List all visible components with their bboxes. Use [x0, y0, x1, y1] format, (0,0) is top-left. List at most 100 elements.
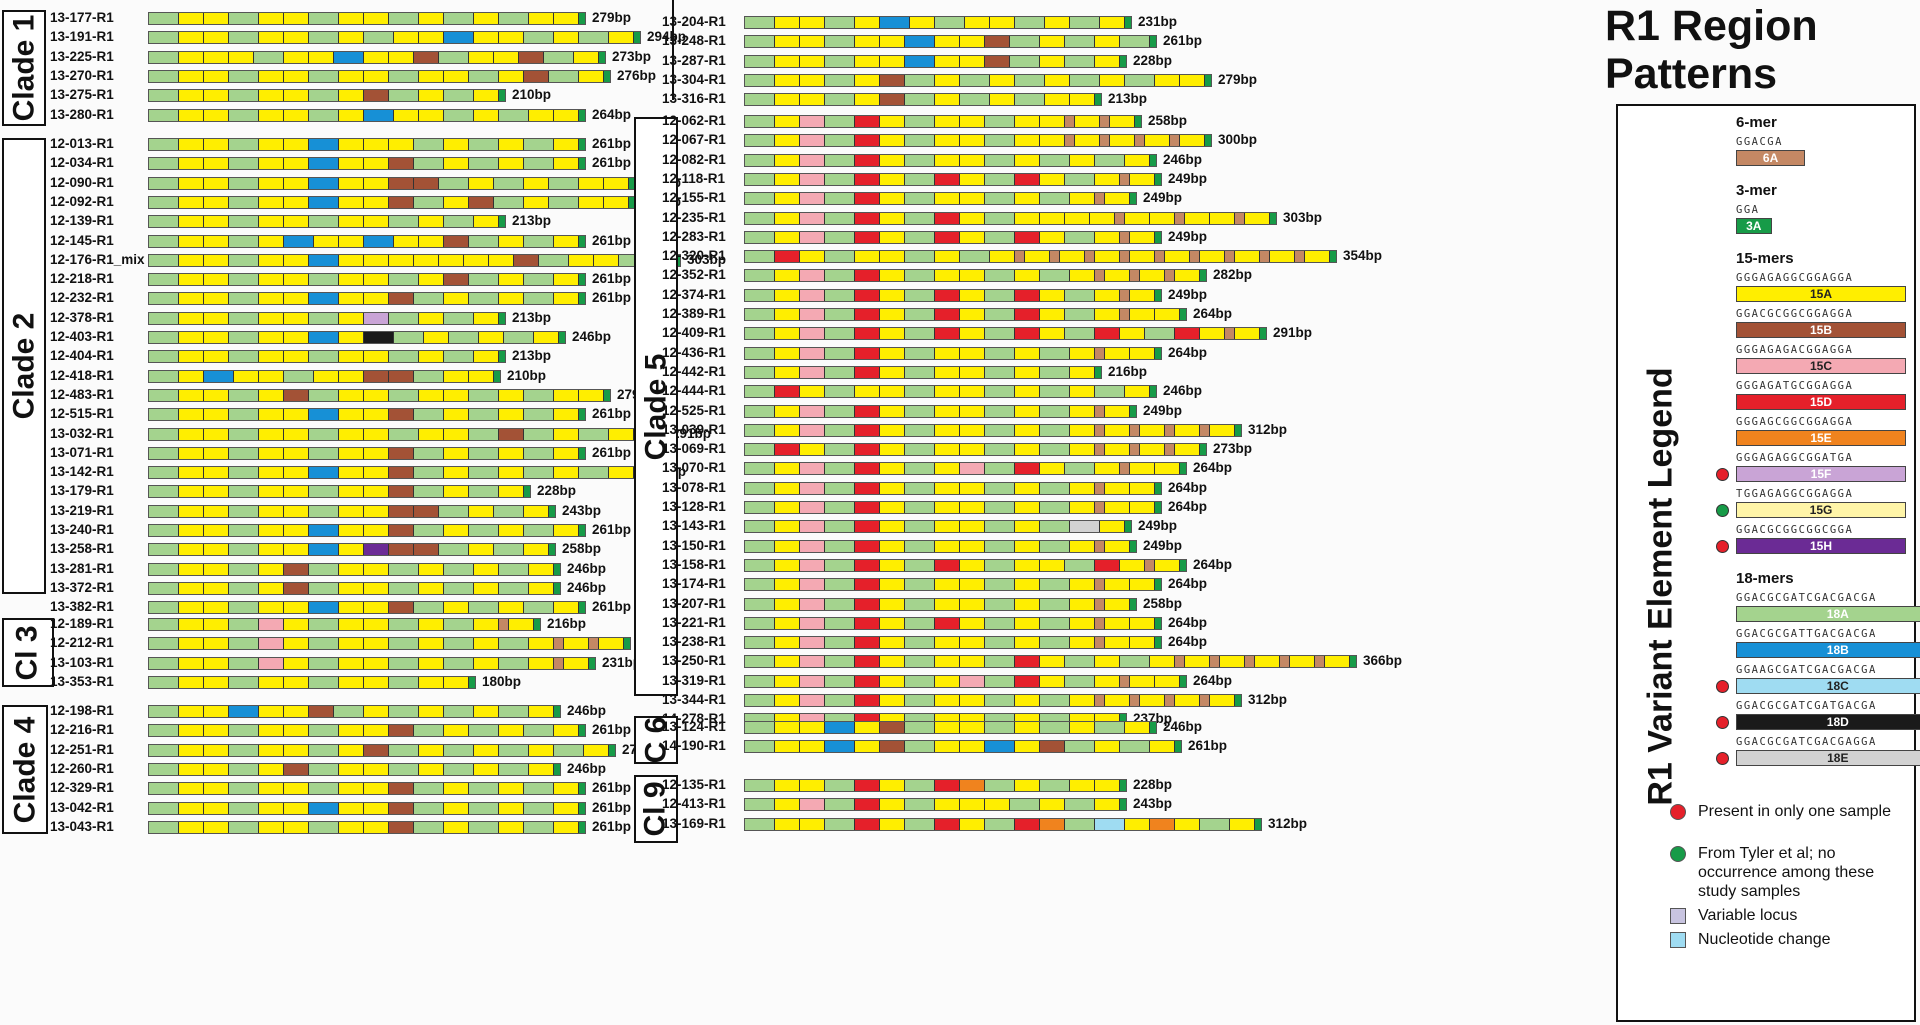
- element-15A: [474, 109, 499, 121]
- repeat-pattern-bar: [148, 195, 636, 209]
- element-3A: [629, 177, 635, 189]
- element-15A: [1175, 444, 1200, 456]
- element-18A: [985, 231, 1015, 243]
- element-15A: [339, 90, 364, 102]
- element-18A: [229, 725, 259, 737]
- element-18A: [389, 90, 419, 102]
- element-15A: [1070, 540, 1095, 552]
- element-3A: [499, 216, 505, 228]
- element-15A: [179, 235, 204, 247]
- sample-id: 13-219-R1: [50, 502, 114, 518]
- element-15A: [444, 602, 469, 614]
- element-15A: [364, 783, 389, 795]
- element-18A: [524, 274, 554, 286]
- element-15C: [800, 270, 825, 282]
- element-6A: [1165, 270, 1175, 282]
- element-15A: [204, 486, 229, 498]
- element-15A: [204, 177, 229, 189]
- element-15A: [259, 447, 284, 459]
- element-15A: [444, 486, 469, 498]
- element-18A: [229, 486, 259, 498]
- sample-id: 12-444-R1: [662, 383, 726, 399]
- element-15A: [880, 780, 905, 791]
- element-6A: [1115, 212, 1125, 224]
- length-bp: 261bp: [592, 232, 632, 248]
- element-15A: [1095, 714, 1120, 726]
- element-15A: [499, 783, 524, 795]
- element-15A: [1175, 270, 1200, 282]
- element-18A: [825, 579, 855, 591]
- element-18A: [229, 763, 259, 775]
- element-15A: [204, 638, 229, 650]
- element-15A: [1015, 347, 1040, 359]
- element-15A: [1095, 231, 1120, 243]
- element-15A: [284, 332, 309, 343]
- element-15A: [339, 447, 364, 459]
- length-bp: 261bp: [592, 722, 632, 738]
- element-15A: [1125, 212, 1150, 224]
- length-bp: 261bp: [1163, 33, 1203, 49]
- clade-label-box: Cl 9: [634, 775, 678, 843]
- element-15A: [444, 821, 469, 833]
- length-bp: 231bp: [1138, 14, 1178, 29]
- element-18A: [905, 212, 935, 224]
- element-15A: [935, 424, 960, 436]
- element-18B: [204, 370, 234, 382]
- element-15A: [1120, 559, 1145, 571]
- sample-id: 14-190-R1: [662, 738, 726, 754]
- sample-id: 12-145-R1: [50, 232, 114, 248]
- element-15D: [1015, 231, 1040, 243]
- element-15A: [935, 193, 960, 205]
- element-18A: [745, 818, 775, 830]
- element-18A: [1040, 444, 1070, 456]
- legend-element-15A: 15A: [1736, 286, 1906, 302]
- element-15A: [1070, 405, 1095, 417]
- element-15A: [204, 51, 229, 63]
- element-18A: [935, 17, 965, 28]
- element-15B: [309, 706, 334, 717]
- element-3A: [1130, 598, 1136, 610]
- repeat-pattern-bar: [744, 462, 1187, 476]
- repeat-pattern-bar: [148, 31, 641, 45]
- element-18A: [334, 706, 364, 717]
- element-15A: [204, 802, 229, 814]
- element-18A: [905, 386, 935, 398]
- element-15A: [284, 90, 309, 102]
- element-15A: [1245, 212, 1270, 224]
- element-15A: [259, 582, 284, 594]
- sample-id: 12-216-R1: [50, 722, 114, 738]
- element-6A: [1130, 424, 1140, 436]
- element-15A: [1140, 695, 1165, 706]
- element-6A: [1120, 251, 1130, 263]
- element-15A: [935, 714, 960, 726]
- element-18A: [229, 351, 259, 363]
- repeat-pattern-bar: [148, 350, 506, 364]
- element-18B: [309, 332, 339, 343]
- element-15A: [179, 582, 204, 594]
- repeat-pattern-bar: [744, 327, 1267, 341]
- element-18A: [985, 675, 1015, 687]
- element-18A: [149, 70, 179, 82]
- element-15C: [800, 482, 825, 494]
- element-18A: [229, 544, 259, 556]
- legend-sequence: GGGAGATGCGGAGGA: [1736, 380, 1854, 392]
- element-15A: [960, 270, 985, 282]
- element-18A: [309, 70, 339, 82]
- element-18A: [825, 193, 855, 205]
- repeat-pattern-bar: [148, 637, 631, 651]
- element-15A: [339, 467, 364, 479]
- element-18A: [745, 482, 775, 494]
- element-15A: [1015, 193, 1040, 205]
- element-18A: [905, 135, 935, 147]
- element-15A: [419, 32, 444, 44]
- element-15A: [179, 254, 204, 266]
- element-15A: [444, 725, 469, 737]
- element-15F: [364, 312, 389, 324]
- element-3A: [559, 332, 565, 343]
- sample-id: 13-143-R1: [662, 518, 726, 534]
- element-15A: [880, 579, 905, 591]
- element-15A: [259, 725, 284, 737]
- element-15A: [179, 563, 204, 575]
- element-18A: [469, 274, 499, 286]
- element-18A: [284, 370, 314, 382]
